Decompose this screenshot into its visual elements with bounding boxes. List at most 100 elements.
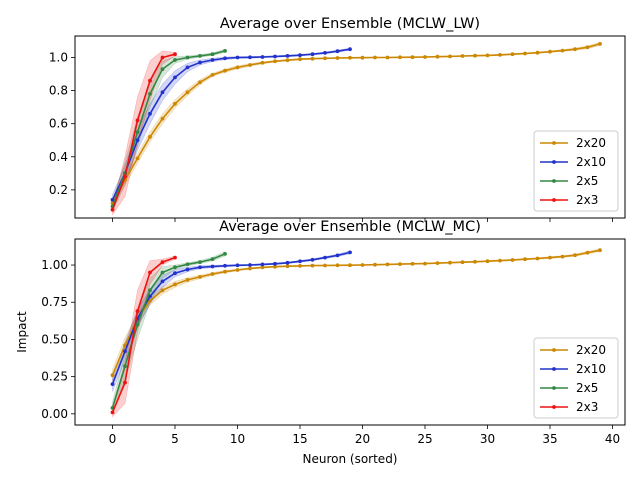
legend-box <box>533 130 619 212</box>
data-point <box>173 255 177 260</box>
data-point <box>485 53 490 58</box>
data-point <box>335 56 340 60</box>
data-point <box>198 54 202 58</box>
data-point <box>185 262 190 267</box>
data-point <box>398 262 402 266</box>
data-point <box>373 262 377 267</box>
data-point <box>410 55 415 60</box>
bottom-panel: 0.00 0.25 0.50 0.75 1.00 0 5 10 15 20 25 30 35 40 2x2… <box>15 219 626 466</box>
data-point <box>148 135 152 139</box>
data-point <box>110 207 115 212</box>
data-point <box>173 282 177 287</box>
data-point <box>123 380 127 385</box>
data-point <box>448 260 452 265</box>
y-tick-label: 1.00 <box>41 258 68 272</box>
data-point <box>373 55 377 60</box>
data-point <box>260 55 265 59</box>
data-point <box>248 266 252 271</box>
legend-marker <box>552 405 556 409</box>
bottom-legend: 2x20 2x10 2x5 2x3 <box>533 337 619 419</box>
data-point <box>223 252 227 256</box>
bottom-axes: 0.00 0.25 0.50 0.75 1.00 0 5 10 15 20 25 30 35 40 <box>41 258 620 446</box>
data-point <box>173 271 177 276</box>
data-point <box>185 90 190 95</box>
data-point <box>210 257 215 261</box>
data-point <box>285 58 290 63</box>
data-point <box>360 55 365 60</box>
data-point <box>173 265 177 270</box>
data-point <box>323 255 327 260</box>
legend-marker <box>552 198 556 202</box>
y-tick-label: 0.00 <box>41 407 68 421</box>
data-point <box>560 48 565 53</box>
data-point <box>210 73 215 77</box>
x-tick-label: 5 <box>171 432 179 446</box>
y-tick-label: 0.6 <box>49 117 68 131</box>
data-point <box>598 42 602 46</box>
data-point <box>260 265 265 270</box>
y-tick-label: 0.75 <box>41 295 68 309</box>
data-point <box>298 259 302 264</box>
data-point <box>348 263 352 268</box>
y-axis-label: Impact <box>15 311 29 353</box>
data-point <box>198 260 202 264</box>
data-point <box>135 156 140 161</box>
data-point <box>360 263 365 267</box>
series-line-2x3 <box>111 256 176 413</box>
data-point <box>160 260 165 264</box>
data-point <box>310 56 315 61</box>
data-point <box>210 58 215 62</box>
data-point <box>160 270 165 275</box>
legend-label: 2x20 <box>576 343 606 357</box>
legend-label: 2x5 <box>576 381 598 395</box>
top-lines <box>110 42 602 212</box>
data-point <box>110 382 115 386</box>
series-band-2x5 <box>112 48 226 212</box>
top-panel: Average over Ensemble (MCLW_LW) 0.20.40.… <box>49 16 626 222</box>
data-point <box>273 261 277 266</box>
data-point <box>135 118 140 123</box>
series-line-2x10 <box>111 48 351 201</box>
data-point <box>498 53 502 57</box>
data-point <box>185 55 190 60</box>
data-point <box>323 56 327 61</box>
data-point <box>398 55 402 60</box>
data-point <box>123 174 127 179</box>
series-line-2x20 <box>111 43 601 204</box>
data-point <box>160 55 165 60</box>
legend-label: 2x10 <box>576 155 606 169</box>
x-tick-label: 35 <box>542 432 557 446</box>
top-panel-title: Average over Ensemble (MCLW_LW) <box>220 16 480 32</box>
data-point <box>310 263 315 268</box>
legend-marker <box>552 348 556 352</box>
data-point <box>198 275 202 279</box>
data-point <box>348 55 352 60</box>
data-point <box>260 262 265 267</box>
data-point <box>135 130 140 134</box>
data-point <box>473 53 477 58</box>
data-point <box>185 267 190 272</box>
data-point <box>585 250 590 255</box>
data-point <box>560 254 565 259</box>
data-point <box>260 60 265 65</box>
data-point <box>248 263 252 267</box>
data-point <box>473 259 477 264</box>
data-point <box>160 67 165 71</box>
x-tick-label: 20 <box>355 432 370 446</box>
x-tick-label: 40 <box>605 432 620 446</box>
data-point <box>435 54 440 59</box>
x-tick-label: 25 <box>417 432 432 446</box>
legend-marker <box>552 160 556 164</box>
data-point <box>523 257 527 262</box>
data-point <box>535 256 540 261</box>
data-point <box>535 50 540 55</box>
data-point <box>148 288 152 293</box>
data-point <box>235 65 240 70</box>
legend-label: 2x20 <box>576 136 606 150</box>
data-point <box>310 257 315 262</box>
data-point <box>273 54 277 59</box>
data-point <box>185 65 190 70</box>
data-point <box>485 259 490 264</box>
data-point <box>235 268 240 272</box>
data-point <box>235 55 240 60</box>
